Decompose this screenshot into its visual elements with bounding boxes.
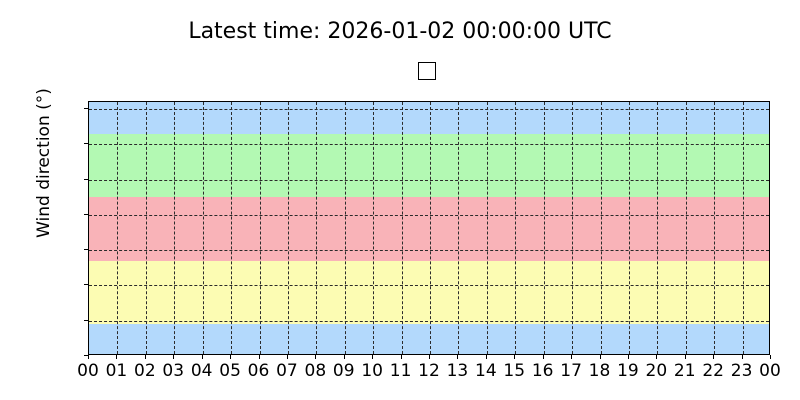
band-south (89, 197, 769, 261)
x-tick-mark (429, 355, 430, 359)
x-tick-label: 07 (276, 361, 298, 381)
y-tick-mark (84, 108, 88, 110)
x-tick-label: 15 (503, 361, 526, 381)
x-tick-mark (116, 355, 118, 359)
x-tick-mark (542, 355, 544, 359)
x-tick-label: 05 (219, 361, 241, 381)
x-tick-mark (144, 355, 146, 359)
x-tick-label: 18 (588, 361, 611, 381)
x-tick-mark (173, 355, 175, 359)
x-tick-label: 14 (475, 361, 497, 381)
x-tick-mark (457, 355, 459, 359)
y-tick-mark (84, 355, 88, 356)
x-tick-label: 03 (162, 361, 185, 381)
band-west (89, 133, 769, 198)
y-tick-mark (84, 213, 88, 215)
page-title: Latest time: 2026-01-02 00:00:00 UTC (188, 19, 612, 44)
x-tick-mark (230, 355, 232, 359)
x-tick-label: 09 (332, 361, 355, 381)
x-tick-label: 00 (77, 361, 99, 381)
x-tick-label: 02 (134, 361, 156, 381)
y-tick-mark (84, 178, 88, 180)
x-tick-mark (770, 355, 771, 359)
band-north-lower (89, 324, 769, 354)
x-tick-label: 04 (190, 361, 213, 381)
x-tick-mark (713, 355, 715, 359)
x-tick-mark (741, 355, 743, 359)
x-tick-label: 23 (730, 361, 753, 381)
y-tick-mark (84, 284, 88, 286)
y-axis-label: Wind direction (°) (34, 88, 54, 238)
x-tick-mark (684, 355, 686, 359)
x-tick-label: 13 (446, 361, 469, 381)
x-tick-mark (315, 355, 317, 359)
x-tick-label: 17 (560, 361, 582, 381)
x-tick-label: 08 (304, 361, 327, 381)
x-tick-mark (514, 355, 516, 359)
x-tick-mark (372, 355, 374, 359)
x-tick-label: 00 (759, 361, 781, 381)
y-tick-mark (84, 143, 88, 145)
x-tick-label: 21 (673, 361, 696, 381)
band-north-upper (89, 102, 769, 134)
x-tick-mark (343, 355, 345, 359)
x-tick-mark (88, 355, 89, 359)
x-tick-mark (485, 355, 487, 359)
x-tick-label: 11 (389, 361, 412, 381)
x-tick-mark (571, 355, 573, 359)
plot-area (88, 101, 770, 355)
x-tick-label: 01 (105, 361, 128, 381)
x-tick-mark (627, 355, 629, 359)
x-tick-mark (286, 355, 288, 359)
legend-box (418, 62, 436, 80)
x-tick-mark (400, 355, 402, 359)
y-tick-mark (84, 249, 88, 251)
y-tick-mark (84, 319, 88, 321)
x-tick-label: 10 (361, 361, 383, 381)
x-tick-mark (258, 355, 260, 359)
x-tick-label: 06 (247, 361, 270, 381)
x-tick-label: 19 (617, 361, 639, 381)
x-tick-mark (201, 355, 203, 359)
x-tick-label: 20 (645, 361, 668, 381)
x-tick-mark (599, 355, 601, 359)
x-tick-mark (656, 355, 658, 359)
x-tick-label: 22 (702, 361, 724, 381)
x-tick-label: 16 (531, 361, 554, 381)
band-east (89, 260, 769, 325)
x-tick-label: 12 (418, 361, 440, 381)
